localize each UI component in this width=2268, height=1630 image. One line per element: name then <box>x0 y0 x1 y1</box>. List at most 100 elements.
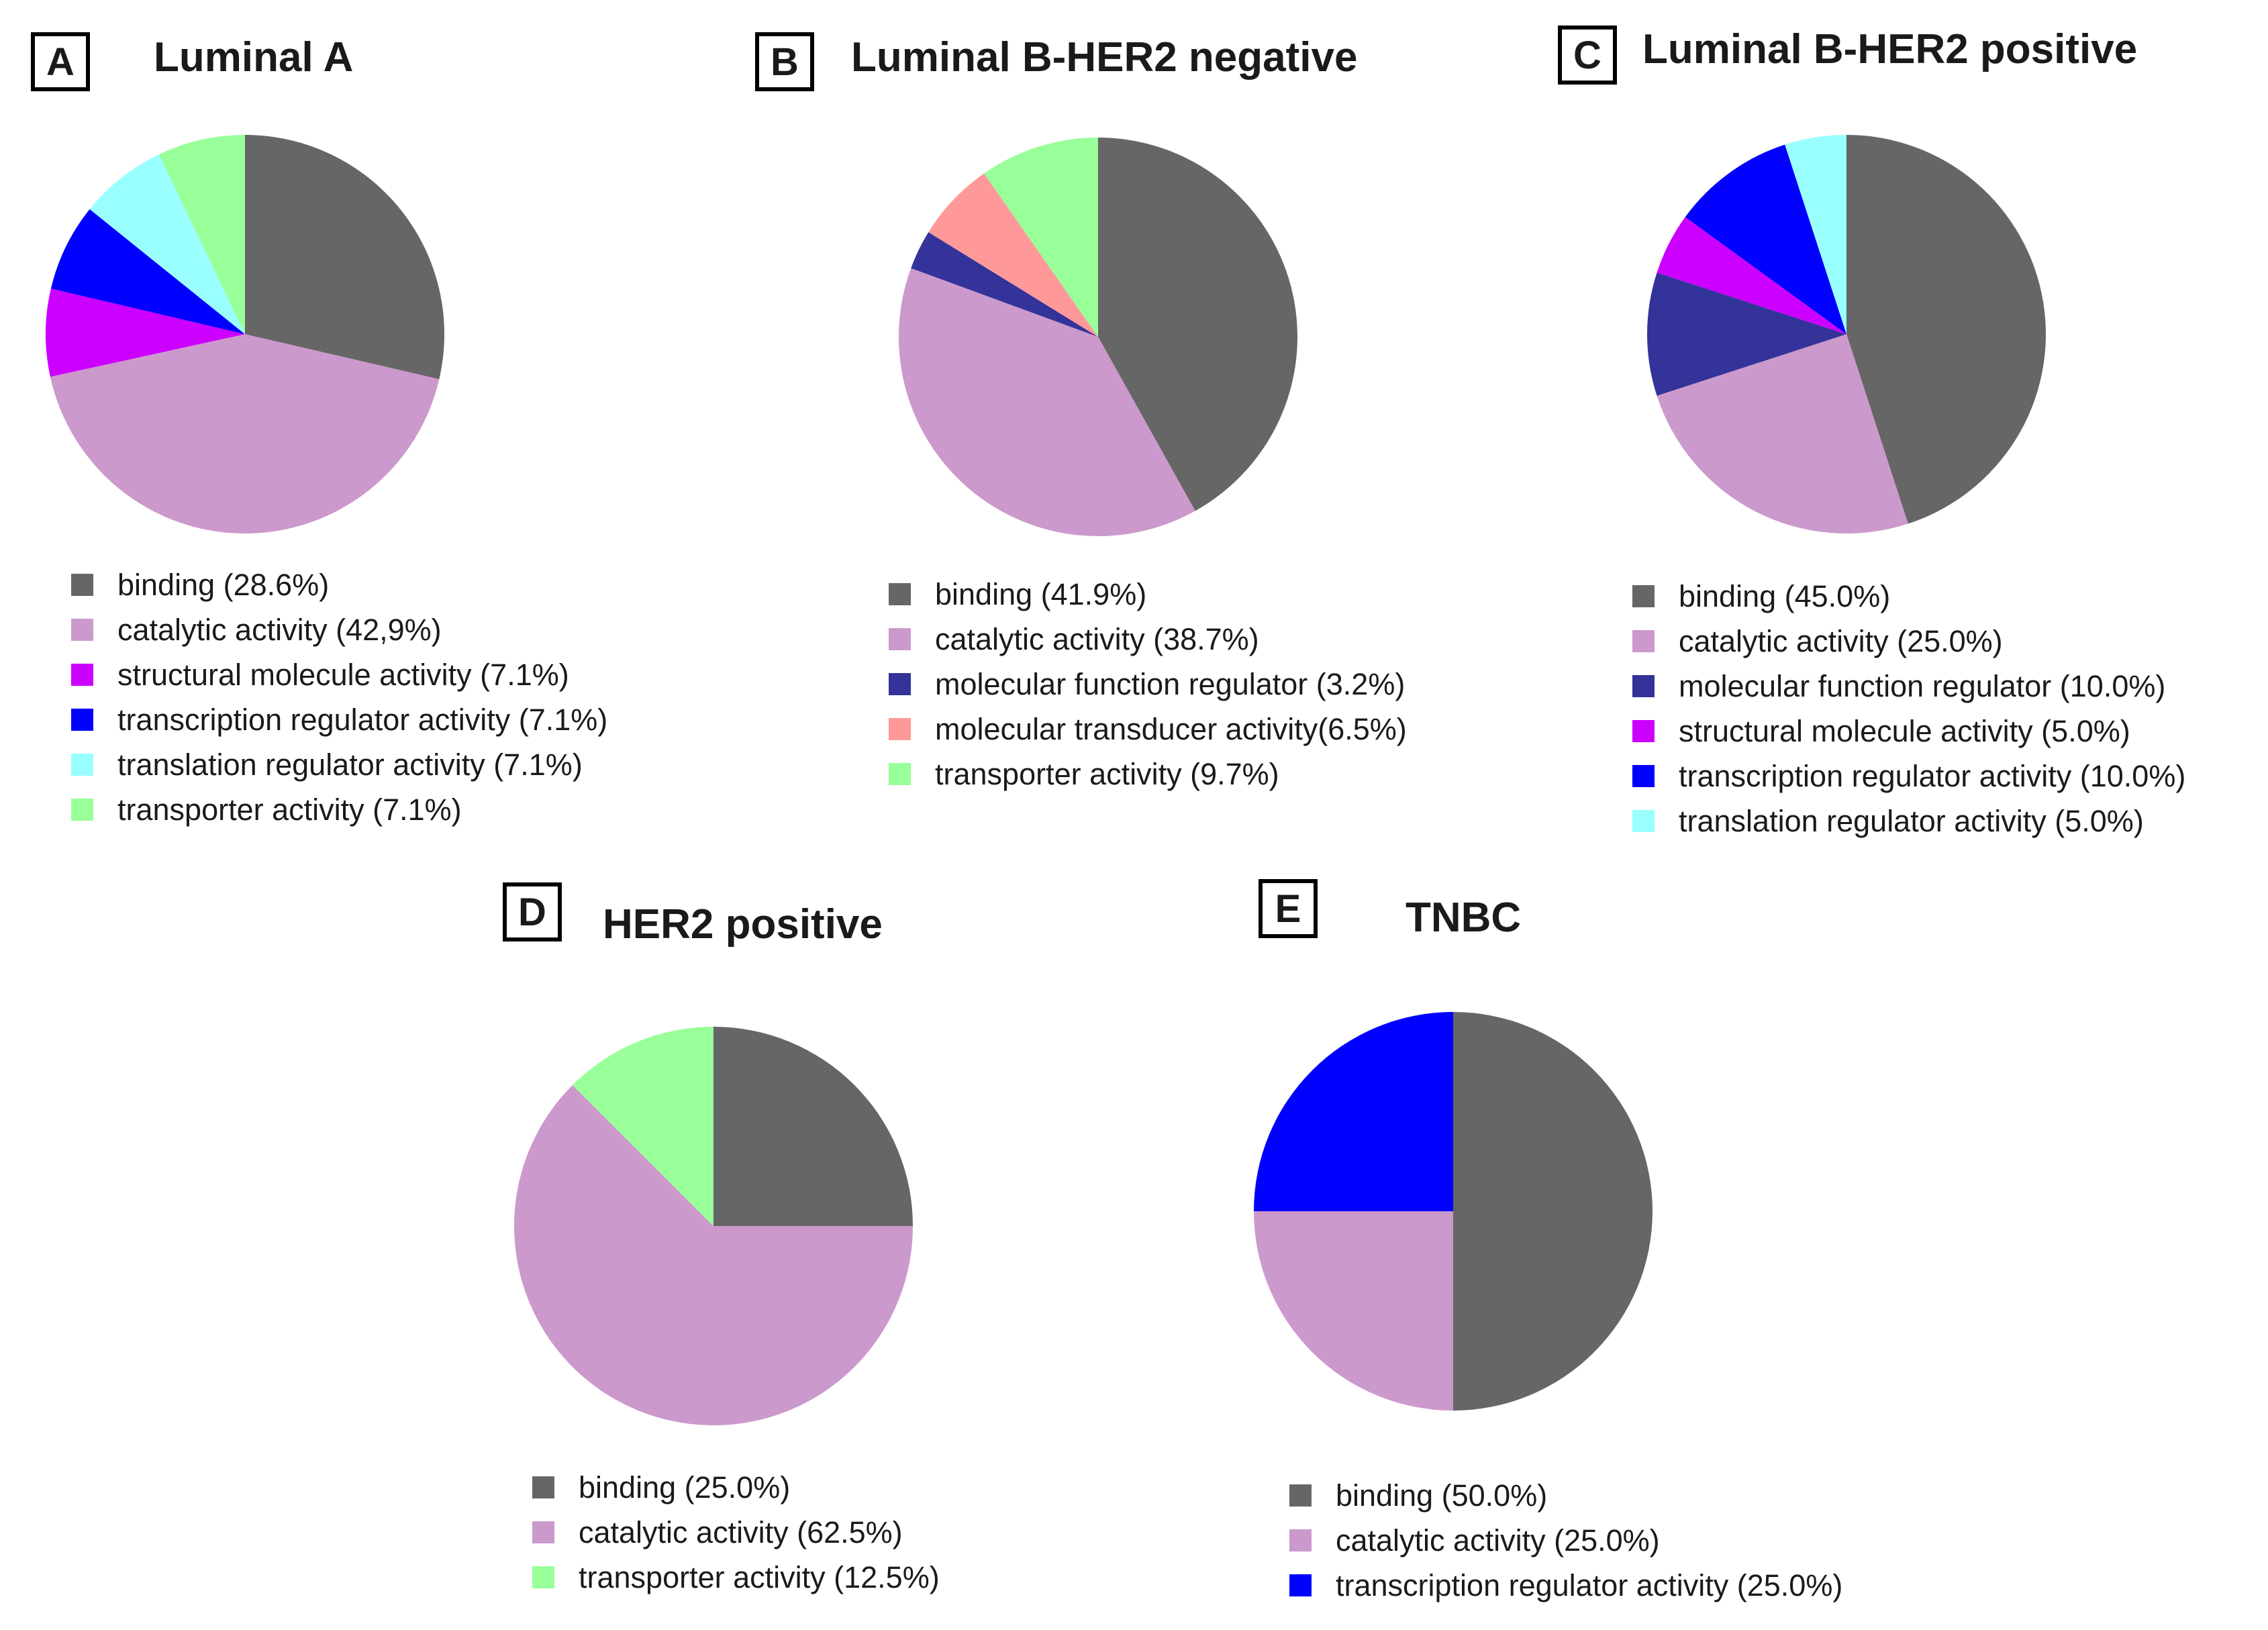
legend-label: structural molecule activity (5.0%) <box>1679 713 2130 748</box>
legend-label: transcription regulator activity (10.0%) <box>1679 758 2186 793</box>
pie-slice-structural-molecule-activity <box>45 288 245 377</box>
legend-swatch <box>532 1566 554 1588</box>
legend-swatch <box>1289 1484 1312 1507</box>
legend-swatch <box>1632 585 1655 607</box>
legend-item-transporter-activity: transporter activity (12.5%) <box>532 1555 940 1600</box>
pie-slice-transporter-activity <box>572 1027 713 1226</box>
legend-item-translation-regulator-activity: translation regulator activity (7.1%) <box>71 742 607 787</box>
panel-letter-a: A <box>31 32 90 91</box>
legend-label: binding (50.0%) <box>1336 1478 1548 1513</box>
pie-slice-binding <box>1453 1012 1653 1411</box>
legend-item-binding: binding (45.0%) <box>1632 574 2185 619</box>
legend-a: binding (28.6%) catalytic activity (42,9%… <box>71 562 607 832</box>
legend-swatch <box>1632 675 1655 697</box>
legend-label: catalytic activity (62.5%) <box>579 1515 903 1549</box>
panel-letter-b: B <box>755 32 814 91</box>
pie-slice-catalytic-activity <box>50 334 440 533</box>
legend-item-binding: binding (28.6%) <box>71 562 607 607</box>
legend-item-binding: binding (41.9%) <box>889 572 1407 617</box>
legend-swatch <box>1632 720 1655 742</box>
pie-slice-catalytic-activity <box>899 268 1195 536</box>
legend-item-structural-molecule-activity: structural molecule activity (5.0%) <box>1632 709 2185 754</box>
pie-slice-transcription-regulator-activity <box>1254 1012 1453 1211</box>
pie-slice-molecular-transducer-activity <box>928 173 1098 337</box>
pie-slice-molecular-function-regulator <box>911 232 1098 337</box>
legend-item-binding: binding (50.0%) <box>1289 1473 1842 1518</box>
legend-label: molecular function regulator (3.2%) <box>935 666 1406 701</box>
legend-swatch <box>1632 765 1655 787</box>
panel-letter-d: D <box>503 882 562 941</box>
legend-swatch <box>71 574 93 596</box>
pie-slice-transporter-activity <box>983 138 1098 337</box>
panel-letter-e: E <box>1259 879 1318 938</box>
panel-title-c: Luminal B-HER2 positive <box>1642 26 2138 72</box>
panel-title-a: Luminal A <box>154 34 354 81</box>
pie-slice-transporter-activity <box>158 135 245 334</box>
legend-label: transporter activity (7.1%) <box>117 792 462 827</box>
pie-slice-catalytic-activity <box>1657 334 1908 534</box>
legend-item-catalytic-activity: catalytic activity (38.7%) <box>889 617 1407 662</box>
legend-label: transporter activity (9.7%) <box>935 756 1279 791</box>
legend-label: molecular transducer activity(6.5%) <box>935 711 1407 746</box>
legend-swatch <box>532 1521 554 1543</box>
pie-slice-transcription-regulator-activity <box>1685 144 1846 335</box>
pie-slice-catalytic-activity <box>514 1084 913 1425</box>
legend-label: binding (41.9%) <box>935 576 1147 611</box>
pie-slice-structural-molecule-activity <box>1657 217 1846 334</box>
pie-slice-translation-regulator-activity <box>1785 135 1846 334</box>
legend-swatch <box>1289 1529 1312 1551</box>
legend-label: transcription regulator activity (7.1%) <box>117 702 608 737</box>
pie-slice-transcription-regulator-activity <box>50 209 245 334</box>
legend-label: catalytic activity (38.7%) <box>935 621 1259 656</box>
pie-slice-binding <box>1098 138 1297 511</box>
legend-label: catalytic activity (25.0%) <box>1336 1523 1660 1558</box>
legend-item-molecular-transducer-activity: molecular transducer activity(6.5%) <box>889 707 1407 752</box>
legend-swatch <box>889 628 911 650</box>
pie-slice-binding <box>1846 135 2046 524</box>
legend-d: binding (25.0%) catalytic activity (62.5%… <box>532 1465 940 1600</box>
legend-swatch <box>1632 810 1655 832</box>
legend-label: translation regulator activity (5.0%) <box>1679 803 2144 838</box>
legend-item-structural-molecule-activity: structural molecule activity (7.1%) <box>71 652 607 697</box>
legend-label: catalytic activity (25.0%) <box>1679 623 2003 658</box>
panel-title-b: Luminal B-HER2 negative <box>851 34 1358 81</box>
legend-label: binding (45.0%) <box>1679 578 1891 613</box>
legend-label: translation regulator activity (7.1%) <box>117 747 583 782</box>
pie-slice-catalytic-activity <box>1254 1211 1453 1411</box>
panel-title-d: HER2 positive <box>603 901 883 948</box>
legend-label: structural molecule activity (7.1%) <box>117 657 569 692</box>
legend-item-molecular-function-regulator: molecular function regulator (10.0%) <box>1632 664 2185 709</box>
legend-item-transcription-regulator-activity: transcription regulator activity (7.1%) <box>71 697 607 742</box>
legend-item-molecular-function-regulator: molecular function regulator (3.2%) <box>889 662 1407 707</box>
legend-swatch <box>532 1476 554 1498</box>
pie-slice-binding <box>713 1027 913 1226</box>
legend-label: binding (25.0%) <box>579 1470 791 1505</box>
legend-swatch <box>71 799 93 821</box>
legend-swatch <box>71 619 93 641</box>
legend-swatch <box>71 754 93 776</box>
legend-item-catalytic-activity: catalytic activity (25.0%) <box>1632 619 2185 664</box>
legend-item-transporter-activity: transporter activity (9.7%) <box>889 752 1407 797</box>
panel-title-e: TNBC <box>1406 895 1522 941</box>
legend-swatch <box>71 664 93 686</box>
legend-swatch <box>889 718 911 740</box>
legend-label: transcription regulator activity (25.0%) <box>1336 1568 1843 1602</box>
pie-slice-molecular-function-regulator <box>1647 272 1846 396</box>
legend-swatch <box>1632 630 1655 652</box>
legend-swatch <box>889 763 911 785</box>
legend-swatch <box>889 583 911 605</box>
panel-letter-c: C <box>1558 26 1617 85</box>
legend-item-catalytic-activity: catalytic activity (62.5%) <box>532 1510 940 1555</box>
legend-item-catalytic-activity: catalytic activity (42,9%) <box>71 607 607 652</box>
legend-label: catalytic activity (42,9%) <box>117 612 442 647</box>
legend-item-binding: binding (25.0%) <box>532 1465 940 1510</box>
legend-c: binding (45.0%) catalytic activity (25.0%… <box>1632 574 2185 844</box>
legend-item-transcription-regulator-activity: transcription regulator activity (25.0%) <box>1289 1563 1842 1608</box>
legend-label: transporter activity (12.5%) <box>579 1560 940 1594</box>
legend-item-translation-regulator-activity: translation regulator activity (5.0%) <box>1632 799 2185 844</box>
